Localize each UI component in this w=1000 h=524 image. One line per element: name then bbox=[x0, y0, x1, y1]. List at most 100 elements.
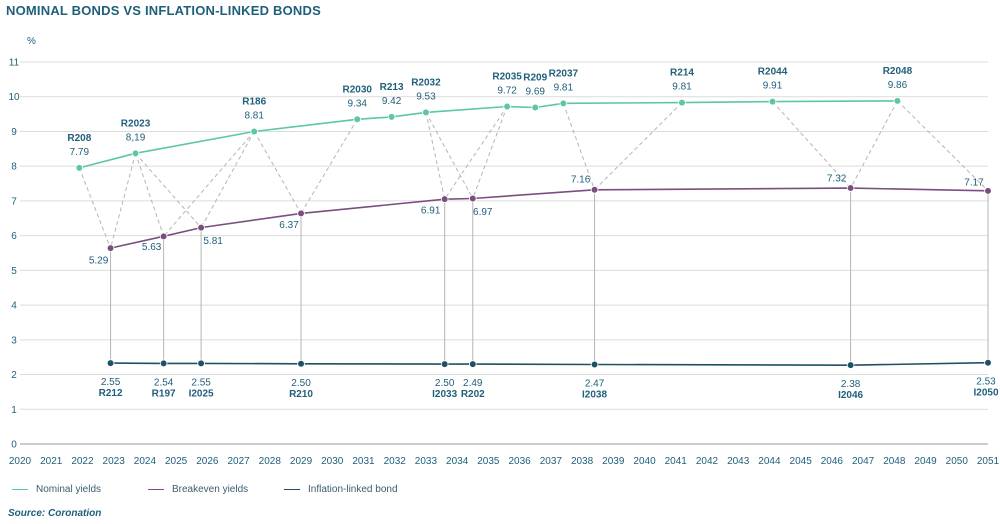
source-note: Source: Coronation bbox=[8, 508, 102, 519]
y-tick-label: 0 bbox=[11, 440, 17, 451]
x-tick-label: 2042 bbox=[696, 456, 719, 467]
data-label: 9.42 bbox=[382, 96, 402, 107]
y-tick-label: 11 bbox=[9, 58, 20, 69]
data-point-nominal bbox=[75, 164, 84, 172]
data-point-breakeven bbox=[590, 185, 599, 194]
data-point-nominal bbox=[503, 102, 511, 111]
x-tick-label: 2028 bbox=[259, 456, 282, 467]
x-tick-label: 2021 bbox=[40, 456, 63, 467]
dashed-connector bbox=[425, 112, 474, 199]
x-tick-label: 2036 bbox=[508, 456, 531, 467]
data-point-nominal bbox=[768, 97, 777, 106]
y-tick-label: 5 bbox=[11, 266, 17, 277]
data-label: 8,19 bbox=[126, 132, 146, 143]
x-tick-label: 2037 bbox=[540, 456, 563, 467]
bond-label: R186 bbox=[242, 96, 266, 107]
bond-label: I2025 bbox=[189, 388, 214, 399]
legend-label-inflation: Inflation-linked bond bbox=[308, 484, 398, 495]
data-point-nominal bbox=[422, 108, 430, 117]
series-line-inflation bbox=[110, 361, 989, 367]
dashed-connector bbox=[772, 101, 851, 189]
bond-label: R209 bbox=[523, 72, 547, 83]
y-tick-label: 10 bbox=[8, 92, 20, 103]
dashed-connector bbox=[300, 119, 358, 214]
x-tick-label: 2030 bbox=[321, 456, 344, 467]
legend-label-nominal: Nominal yields bbox=[36, 484, 102, 495]
data-label: 7.32 bbox=[827, 174, 847, 185]
y-tick-label: 2 bbox=[11, 370, 17, 381]
data-label: 2.50 bbox=[291, 378, 311, 389]
data-point-nominal bbox=[531, 103, 540, 112]
data-point-inflation bbox=[846, 361, 855, 369]
data-point-inflation bbox=[590, 360, 599, 369]
data-point-nominal bbox=[131, 149, 140, 158]
bond-label: R202 bbox=[461, 389, 485, 400]
data-label: 2.55 bbox=[101, 377, 121, 388]
dashed-connector bbox=[850, 100, 898, 189]
data-label: 2.49 bbox=[463, 378, 483, 389]
data-label: 9.34 bbox=[348, 98, 368, 109]
x-tick-label: 2046 bbox=[821, 456, 844, 467]
dashed-connector bbox=[594, 102, 683, 191]
bond-label: R2037 bbox=[549, 68, 579, 79]
x-tick-label: 2043 bbox=[727, 456, 750, 467]
bond-label: I2033 bbox=[432, 389, 457, 400]
data-point-nominal bbox=[559, 99, 568, 108]
x-tick-label: 2022 bbox=[71, 456, 94, 467]
legend-item-nominal: Nominal yields bbox=[12, 484, 101, 495]
data-label: 2.53 bbox=[976, 377, 996, 388]
data-label: 6.91 bbox=[421, 206, 441, 217]
y-tick-label: 6 bbox=[11, 231, 17, 242]
x-tick-label: 2048 bbox=[883, 456, 906, 467]
data-point-breakeven bbox=[106, 244, 115, 252]
bond-label: R2035 bbox=[492, 71, 522, 82]
data-point-inflation bbox=[297, 359, 305, 368]
data-point-inflation bbox=[984, 358, 992, 367]
data-label: 2.50 bbox=[435, 378, 455, 389]
connector-lines bbox=[78, 100, 989, 366]
y-tick-label: 4 bbox=[11, 301, 17, 312]
series-lines bbox=[75, 97, 992, 369]
grid-lines bbox=[20, 61, 988, 445]
dashed-connector bbox=[444, 106, 508, 200]
bond-label: I2050 bbox=[973, 388, 998, 399]
y-tick-label: 8 bbox=[11, 162, 17, 173]
dashed-connector bbox=[135, 153, 202, 228]
x-tick-label: 2033 bbox=[415, 456, 438, 467]
dashed-connector bbox=[897, 100, 989, 192]
dashed-connector bbox=[200, 131, 255, 228]
x-tick-label: 2031 bbox=[352, 456, 375, 467]
bond-label: R214 bbox=[670, 68, 694, 79]
bond-label: I2038 bbox=[582, 389, 607, 400]
data-label: 5.81 bbox=[203, 236, 223, 247]
x-tick-label: 2026 bbox=[196, 456, 219, 467]
data-label: 8.81 bbox=[244, 110, 264, 121]
x-tick-label: 2050 bbox=[946, 456, 969, 467]
x-tick-label: 2035 bbox=[477, 456, 500, 467]
data-label: 6.97 bbox=[473, 207, 493, 218]
data-label: 9.91 bbox=[763, 81, 783, 92]
dashed-connector bbox=[110, 153, 137, 249]
series-line-breakeven bbox=[110, 187, 989, 249]
legend-item-inflation: Inflation-linked bond bbox=[284, 484, 398, 495]
x-tick-label: 2044 bbox=[758, 456, 781, 467]
legend-label-breakeven: Breakeven yields bbox=[172, 484, 249, 495]
data-label: 2.38 bbox=[841, 379, 861, 390]
bond-label: R2030 bbox=[343, 84, 373, 95]
y-axis-unit: % bbox=[27, 36, 36, 47]
legend-item-breakeven: Breakeven yields bbox=[148, 484, 248, 495]
x-tick-label: 2034 bbox=[446, 456, 469, 467]
y-tick-label: 7 bbox=[11, 196, 17, 207]
bond-label: R2044 bbox=[758, 67, 788, 78]
x-tick-label: 2020 bbox=[9, 456, 32, 467]
x-tick-label: 2051 bbox=[977, 456, 1000, 467]
legend-swatch-breakeven bbox=[148, 489, 164, 490]
data-label: 9.81 bbox=[672, 82, 692, 93]
data-label: 9.53 bbox=[416, 91, 436, 102]
axes: 0 1 2 3 4 5 6 7 8 9 10 11% 2020 2021 2022 2023 2024 2025 2… bbox=[8, 36, 999, 467]
data-label: 9.72 bbox=[497, 85, 517, 96]
legend-swatch-inflation bbox=[284, 489, 300, 490]
dashed-connector bbox=[253, 131, 302, 214]
x-tick-label: 2032 bbox=[384, 456, 407, 467]
